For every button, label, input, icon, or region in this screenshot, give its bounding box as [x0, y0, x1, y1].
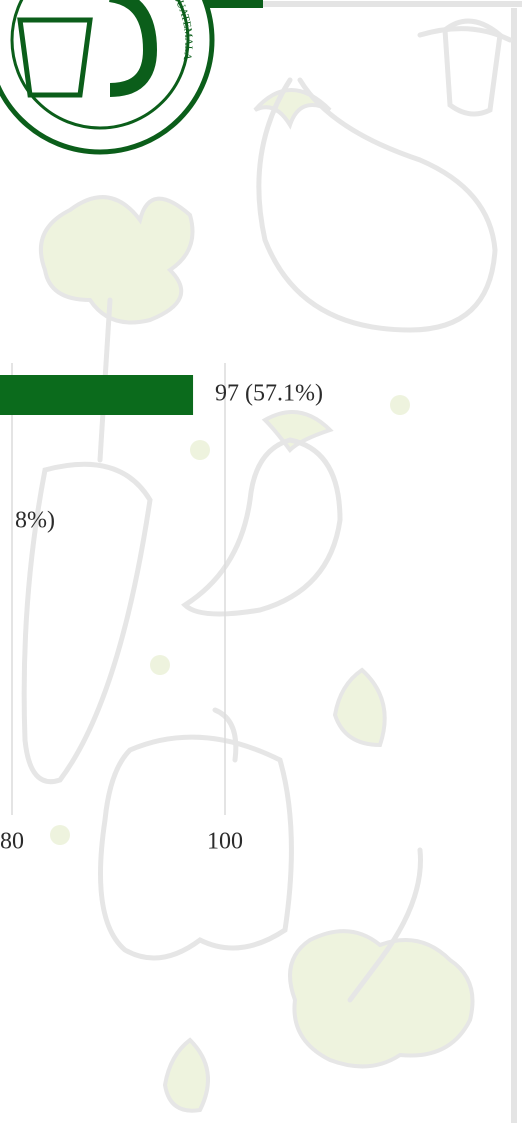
value-label: 97 (57.1%)	[215, 381, 323, 407]
background-decoration	[21, 0, 522, 1123]
x-tick-label: 80	[0, 829, 24, 855]
bar	[0, 375, 194, 415]
logo: DE GUATEMALA	[0, 0, 215, 155]
annotation: 8%)	[15, 508, 55, 534]
x-tick-label: 100	[207, 829, 243, 855]
plot-area: 80 100 97 (57.1%) 8%)	[0, 363, 323, 855]
